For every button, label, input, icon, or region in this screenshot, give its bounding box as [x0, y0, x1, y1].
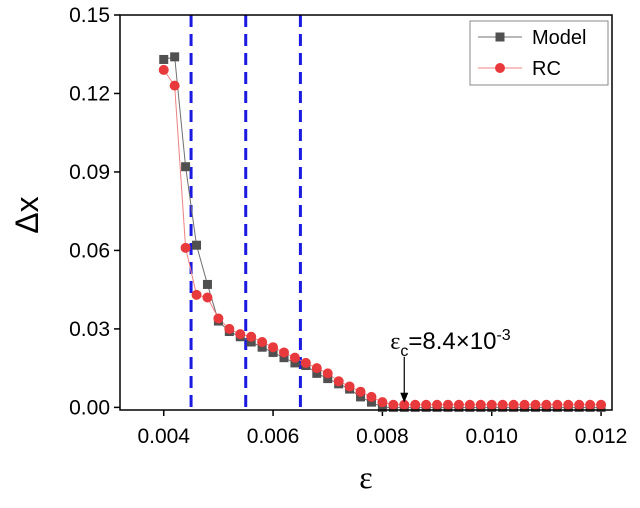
marker [552, 399, 563, 410]
marker [290, 358, 300, 368]
y-tick-label: 0.03 [69, 318, 110, 341]
marker [596, 399, 607, 410]
y-tick-label: 0.06 [69, 239, 110, 262]
series-line [163, 56, 602, 408]
marker [158, 64, 169, 75]
marker [563, 399, 574, 410]
marker [246, 331, 257, 342]
legend-label: Model [532, 27, 586, 49]
marker [366, 397, 376, 407]
x-tick-label: 0.012 [575, 425, 628, 448]
marker [322, 368, 333, 379]
annotation-part: =8.4×10 [408, 328, 496, 355]
marker [191, 289, 202, 300]
legend-marker [495, 32, 505, 42]
marker [213, 313, 224, 324]
marker [279, 347, 289, 358]
marker [377, 397, 388, 408]
marker [257, 342, 267, 352]
x-tick-label: 0.008 [356, 425, 409, 448]
marker [344, 381, 355, 392]
annotation-part: ε [390, 329, 400, 355]
marker [323, 374, 333, 384]
marker [421, 399, 432, 410]
marker [377, 402, 387, 412]
marker [180, 242, 191, 253]
marker [312, 368, 322, 378]
y-axis-label: Δx [9, 196, 45, 233]
marker [300, 357, 311, 368]
marker [574, 399, 585, 410]
x-tick-label: 0.006 [247, 425, 300, 448]
marker [289, 352, 300, 363]
marker [202, 279, 212, 289]
legend-box [469, 20, 609, 86]
y-tick-label: 0.00 [69, 396, 110, 419]
marker [497, 399, 508, 410]
marker [202, 292, 213, 303]
marker [508, 399, 519, 410]
marker [181, 162, 191, 172]
annotation-arrowhead [400, 392, 409, 403]
marker [443, 399, 453, 410]
marker [388, 399, 399, 410]
annotation-part: -3 [496, 327, 510, 344]
marker [432, 399, 443, 410]
series-line [163, 69, 602, 406]
x-tick-label: 0.004 [137, 425, 190, 448]
annotation-part: c [400, 343, 408, 360]
marker [333, 376, 344, 387]
marker [268, 342, 279, 353]
y-tick-label: 0.12 [69, 82, 110, 105]
marker [464, 399, 475, 410]
marker [399, 399, 410, 410]
x-axis-label: ε [359, 459, 372, 495]
marker [519, 399, 530, 410]
y-tick-label: 0.09 [69, 161, 110, 184]
legend-label: RC [532, 58, 561, 80]
marker [235, 329, 246, 340]
marker [246, 337, 256, 347]
marker [585, 399, 596, 410]
marker [279, 353, 289, 363]
annotation: εc=8.4×10-3 [390, 327, 511, 360]
marker [159, 54, 169, 64]
x-tick-label: 0.010 [465, 425, 518, 448]
legend-marker [495, 63, 505, 73]
marker [486, 399, 497, 410]
marker [356, 392, 366, 402]
marker [192, 240, 202, 250]
marker [541, 399, 552, 410]
marker [355, 386, 366, 397]
marker [311, 363, 322, 374]
marker [366, 391, 377, 402]
marker [453, 399, 464, 410]
marker [475, 399, 486, 410]
plot-frame [119, 14, 613, 411]
marker [170, 52, 180, 62]
marker [530, 399, 541, 410]
marker [169, 80, 180, 91]
marker [268, 347, 278, 357]
marker [224, 323, 235, 334]
marker [257, 336, 268, 347]
y-tick-label: 0.15 [69, 4, 110, 27]
marker [410, 399, 421, 410]
